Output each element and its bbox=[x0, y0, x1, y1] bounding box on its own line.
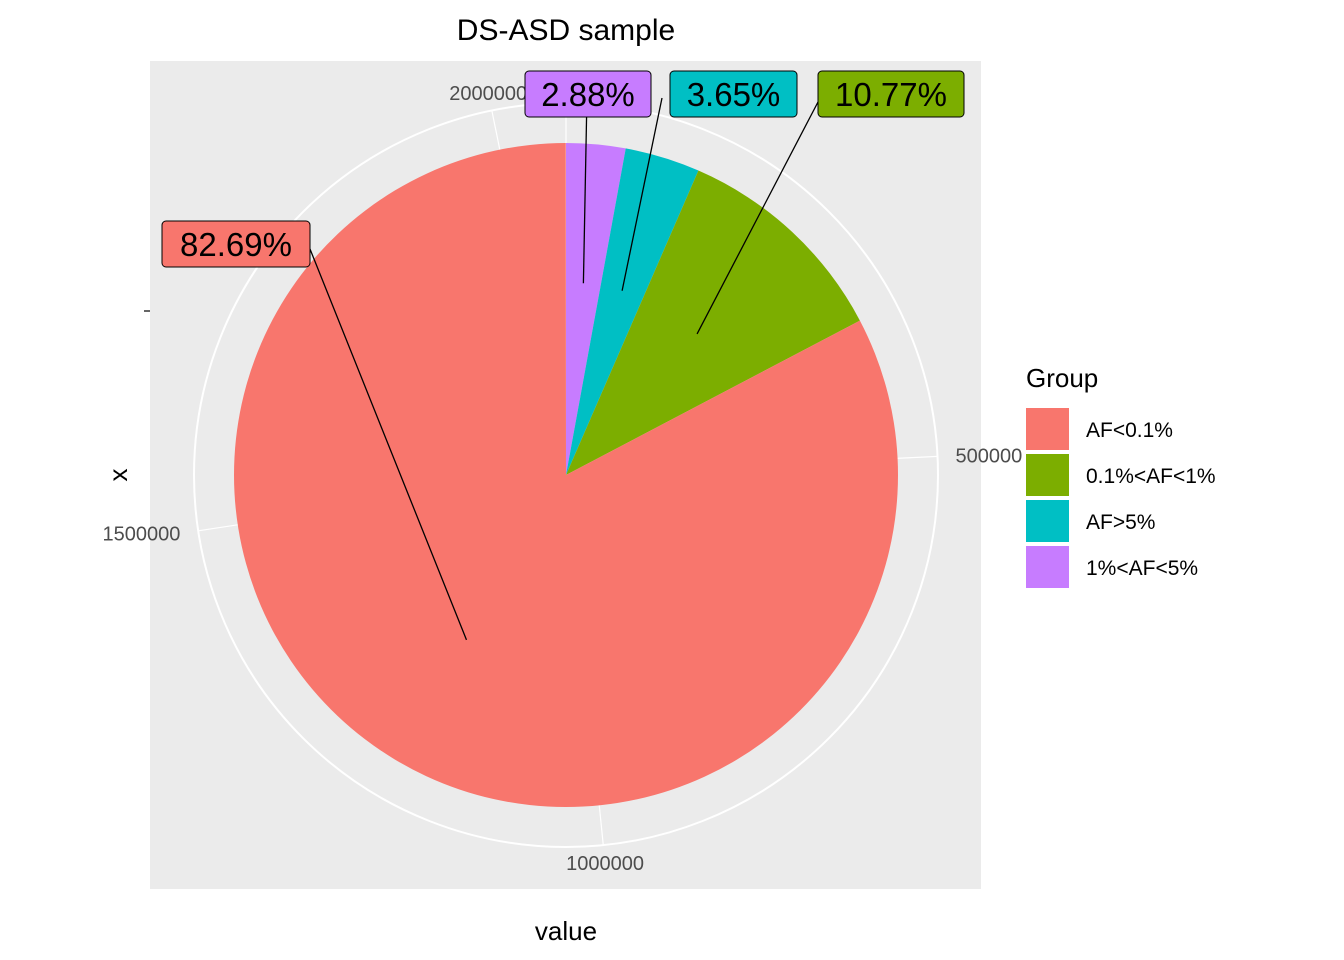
legend-label: 1%<AF<5% bbox=[1086, 557, 1198, 580]
pie-slice bbox=[566, 148, 699, 476]
legend-label: 0.1%<AF<1% bbox=[1086, 465, 1216, 488]
legend-title: Group bbox=[1026, 363, 1098, 393]
slice-label: 82.69% bbox=[180, 226, 292, 263]
angle-tick-labels: 0500000100000015000002000000 bbox=[103, 75, 1023, 875]
angle-tick-label: 500000 bbox=[956, 445, 1023, 467]
legend-label: AF>5% bbox=[1086, 511, 1155, 534]
y-axis-title: x bbox=[103, 469, 133, 482]
slice-label: 3.65% bbox=[687, 76, 781, 113]
slice-label-box bbox=[161, 220, 311, 268]
pie-slices bbox=[234, 143, 898, 807]
slice-label-box bbox=[669, 70, 798, 118]
legend-key bbox=[1026, 500, 1069, 542]
chart-title: DS-ASD sample bbox=[457, 14, 675, 47]
x-axis-title: value bbox=[535, 916, 597, 946]
slice-label: 2.88% bbox=[541, 76, 635, 113]
leader-line bbox=[309, 248, 468, 641]
pie-slice bbox=[566, 170, 860, 475]
slice-labels: 2.88% 3.65% 10.77% 82.69% bbox=[161, 70, 965, 641]
slice-label: 10.77% bbox=[835, 76, 947, 113]
slice-label-box bbox=[524, 70, 652, 118]
pie-slice bbox=[566, 143, 626, 475]
leader-line bbox=[621, 97, 663, 291]
legend: Group AF<0.1% 0.1%<AF<1% AF>5% 1%<AF<5% bbox=[1026, 363, 1216, 588]
legend-key bbox=[1026, 454, 1069, 496]
legend-label: AF<0.1% bbox=[1086, 419, 1173, 442]
pie-slice bbox=[234, 143, 898, 807]
angle-tick-label: 1000000 bbox=[566, 853, 644, 875]
angle-tick-label: 1500000 bbox=[103, 523, 181, 545]
angle-tick-label: 2000000 bbox=[449, 83, 527, 105]
legend-key bbox=[1026, 408, 1069, 450]
slice-label-box bbox=[817, 70, 965, 118]
leader-line bbox=[582, 93, 588, 284]
leader-line bbox=[696, 101, 819, 335]
legend-key bbox=[1026, 546, 1069, 588]
